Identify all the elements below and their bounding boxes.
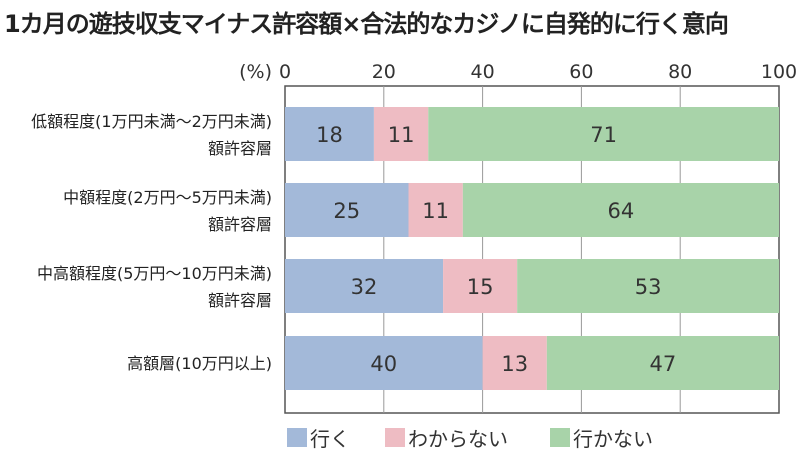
bar-segment [373, 107, 429, 161]
legend-label: 行かない [573, 427, 653, 451]
bar-segment [408, 183, 463, 237]
bar-segment [482, 336, 547, 390]
bar-segment [462, 183, 779, 237]
bar-segment [285, 259, 444, 313]
data-label: 13 [501, 352, 528, 376]
bar-segment [443, 259, 518, 313]
data-label: 11 [422, 199, 449, 223]
legend-swatch [385, 428, 405, 447]
category-label: 中額程度(2万円～5万円未満) [63, 188, 272, 207]
data-label: 47 [650, 352, 677, 376]
category-label: 高額層(10万円以上) [127, 354, 272, 373]
x-tick-label: 40 [471, 61, 495, 83]
data-label: 40 [370, 352, 397, 376]
category-label: 額許容層 [208, 291, 272, 310]
bar-segment [546, 336, 779, 390]
bar-segment [285, 336, 483, 390]
category-label: 額許容層 [208, 215, 272, 234]
legend-swatch [550, 428, 570, 447]
data-label: 32 [351, 275, 378, 299]
category-label: 低額程度(1万円未満～2万円未満) [31, 112, 272, 131]
bar-segment [285, 183, 409, 237]
legend-label: 行く [310, 427, 350, 451]
data-label: 71 [590, 123, 617, 147]
bar-segment [517, 259, 779, 313]
x-tick-label: 100 [761, 61, 797, 83]
bar-segment [285, 107, 374, 161]
x-tick-label: 60 [569, 61, 593, 83]
x-tick-label: 80 [668, 61, 692, 83]
data-label: 64 [608, 199, 635, 223]
legend-label: わからない [408, 427, 508, 451]
x-tick-label: 20 [372, 61, 396, 83]
x-axis-unit: (%) [239, 61, 272, 83]
category-label: 額許容層 [208, 139, 272, 158]
chart-title: 1カ月の遊技収支マイナス許容額×合法的なカジノに自発的に行く意向 [4, 10, 729, 38]
data-label: 53 [635, 275, 662, 299]
data-label: 25 [333, 199, 360, 223]
data-label: 18 [316, 123, 343, 147]
category-label: 中高額程度(5万円～10万円未満) [37, 264, 272, 283]
data-label: 15 [467, 275, 494, 299]
x-tick-label: 0 [279, 61, 291, 83]
bar-segment [428, 107, 779, 161]
data-label: 11 [388, 123, 415, 147]
legend-swatch [287, 428, 307, 447]
